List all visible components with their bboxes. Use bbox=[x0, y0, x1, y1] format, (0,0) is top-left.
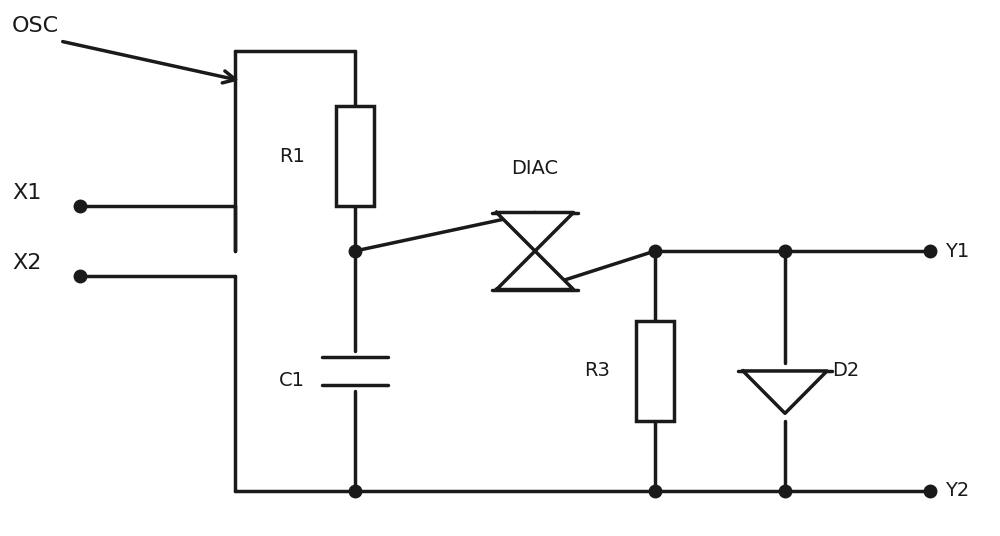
Text: D2: D2 bbox=[832, 361, 859, 381]
Polygon shape bbox=[496, 212, 574, 251]
Polygon shape bbox=[496, 251, 574, 289]
Text: X2: X2 bbox=[12, 253, 41, 273]
Text: X1: X1 bbox=[12, 183, 41, 203]
Text: DIAC: DIAC bbox=[511, 159, 559, 177]
Text: R3: R3 bbox=[584, 361, 610, 381]
Text: Y1: Y1 bbox=[945, 242, 969, 260]
Bar bbox=[336, 106, 374, 206]
Text: Y2: Y2 bbox=[945, 481, 969, 501]
Text: C1: C1 bbox=[279, 371, 305, 391]
Text: OSC: OSC bbox=[12, 16, 59, 36]
Bar bbox=[636, 321, 674, 421]
Text: R1: R1 bbox=[279, 146, 305, 166]
Polygon shape bbox=[743, 371, 827, 413]
